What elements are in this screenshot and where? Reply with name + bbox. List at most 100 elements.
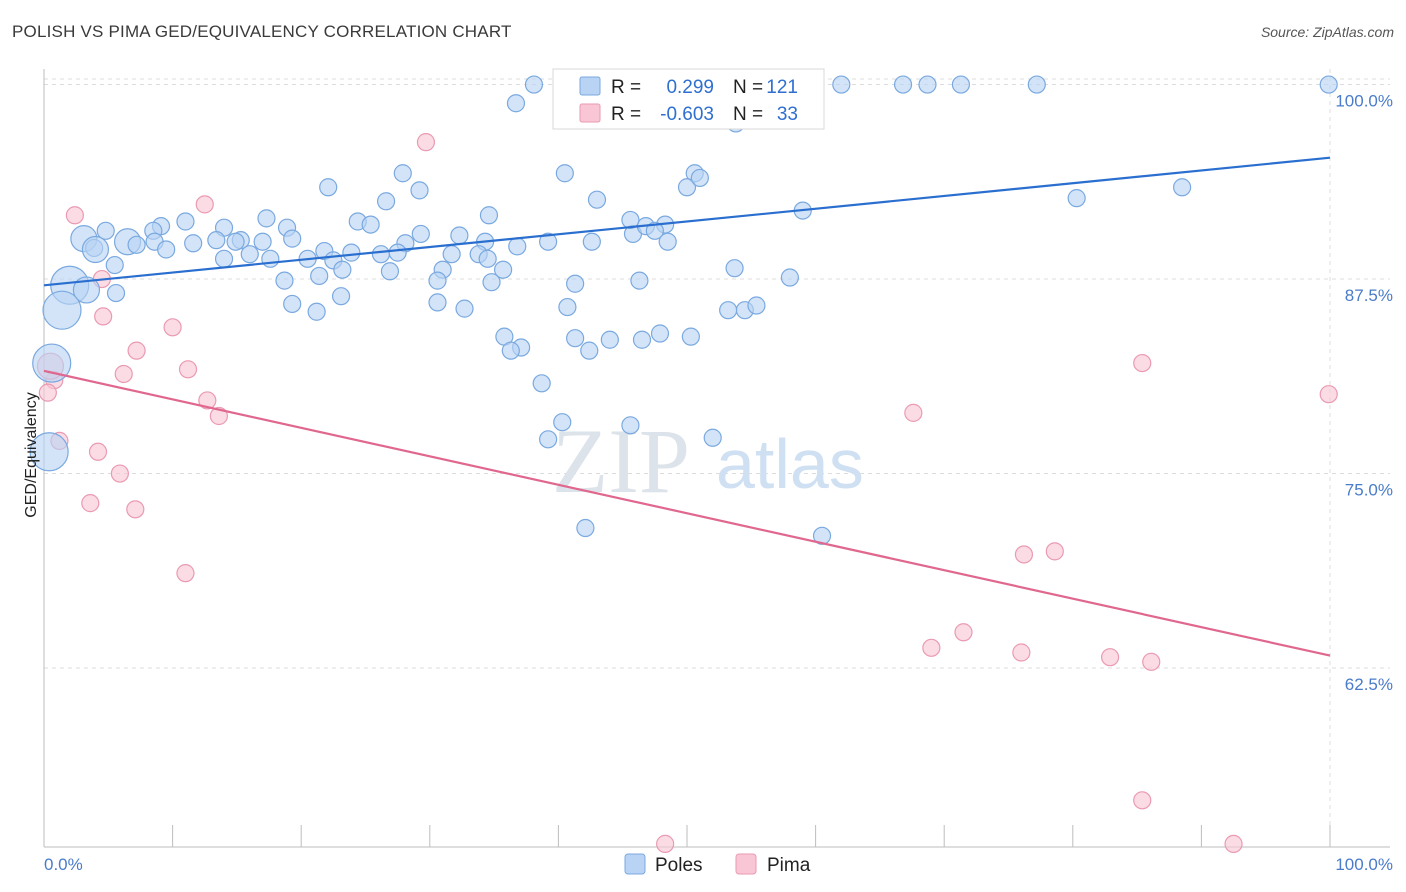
poles-point	[677, 178, 697, 197]
tick-labels: 100.0% 87.5% 75.0% 62.5% 0.0% 100.0%	[44, 92, 1393, 874]
poles-point	[307, 302, 326, 321]
poles-point	[42, 290, 82, 330]
stats-legend: R = 0.299 N = 121 R = -0.603 N = 33	[552, 68, 825, 130]
pima-point	[922, 638, 941, 657]
poles-point	[450, 226, 469, 245]
pima-point	[1142, 652, 1161, 671]
poles-point	[157, 240, 176, 259]
poles-point	[780, 268, 799, 287]
poles-point	[1319, 75, 1338, 94]
pima-point	[38, 383, 57, 402]
poles-trend-line	[43, 156, 1331, 287]
pima-point	[195, 195, 214, 214]
poles-point	[226, 232, 245, 251]
pima-point	[126, 500, 145, 519]
poles-point	[479, 206, 499, 225]
poles-point	[478, 249, 497, 268]
poles-point	[747, 296, 766, 315]
poles-point	[32, 343, 72, 383]
poles-r-label: R =	[611, 77, 641, 98]
poles-point	[81, 235, 110, 264]
poles-legend-swatch	[579, 76, 601, 96]
poles-point	[331, 287, 351, 306]
pima-r-label: R =	[611, 104, 641, 125]
poles-point	[524, 75, 544, 94]
poles-point	[283, 229, 302, 248]
poles-n-value: 121	[766, 77, 798, 98]
poles-point	[681, 327, 700, 346]
poles-point	[632, 330, 652, 349]
x-tick-label: 0.0%	[44, 855, 83, 874]
poles-point	[506, 94, 526, 113]
poles-point	[951, 75, 971, 94]
poles-point	[501, 341, 520, 360]
pima-point	[198, 391, 217, 410]
poles-point	[1027, 75, 1046, 94]
poles-point	[380, 262, 400, 281]
series-legend: Poles Pima	[624, 853, 811, 876]
pima-point	[1045, 542, 1064, 561]
pima-point	[1014, 545, 1034, 564]
poles-point	[207, 231, 226, 250]
poles-point	[410, 181, 429, 200]
pima-legend-swatch	[579, 103, 601, 123]
poles-point	[558, 297, 577, 317]
poles-point	[703, 428, 722, 447]
poles-point	[261, 249, 280, 268]
poles-point	[411, 224, 430, 244]
pima-point	[904, 403, 923, 422]
poles-point	[918, 75, 937, 94]
poles-n-label: N =	[733, 77, 763, 98]
pima-point	[1224, 834, 1243, 853]
poles-point	[532, 374, 551, 393]
poles-point	[580, 341, 599, 360]
poles-point	[600, 330, 619, 349]
pima-trend-line	[43, 369, 1331, 657]
poles-point	[253, 232, 272, 251]
poles-point	[29, 432, 69, 472]
poles-point	[376, 192, 396, 211]
pima-point	[176, 564, 195, 583]
y-tick-label: 75.0%	[1345, 481, 1393, 500]
pima-point	[88, 442, 108, 461]
watermark-atlas: atlas	[716, 425, 864, 503]
y-tick-label: 87.5%	[1345, 286, 1393, 305]
poles-point	[539, 232, 558, 251]
poles-point	[553, 413, 572, 432]
poles-point	[257, 209, 276, 228]
poles-point	[645, 221, 664, 240]
poles-point	[310, 266, 329, 286]
poles-point	[319, 178, 338, 197]
poles-point	[893, 75, 913, 94]
poles-point	[176, 212, 195, 231]
pima-point	[1100, 648, 1120, 667]
pima-point	[65, 206, 84, 225]
poles-point	[621, 416, 640, 435]
poles-point	[587, 190, 607, 209]
pima-point	[416, 133, 436, 152]
poles-point	[388, 243, 407, 262]
y-tick-label: 100.0%	[1335, 92, 1393, 111]
poles-point	[650, 324, 670, 343]
pima-point	[94, 307, 113, 326]
legend-pima-swatch	[735, 853, 757, 875]
poles-point	[342, 243, 361, 262]
poles-point	[393, 164, 412, 183]
poles-point	[361, 215, 380, 234]
poles-point	[127, 235, 146, 254]
poles-r-value: 0.299	[666, 77, 714, 98]
poles-point	[240, 245, 259, 264]
poles-point	[630, 271, 649, 290]
trend-lines	[43, 156, 1331, 657]
watermark: ZIP atlas	[552, 410, 864, 512]
source-label: Source: ZipAtlas.com	[1260, 24, 1394, 40]
poles-point	[539, 430, 558, 449]
poles-point	[442, 245, 461, 264]
poles-point	[106, 283, 126, 303]
poles-point	[566, 329, 585, 348]
legend-poles-label: Poles	[655, 855, 703, 876]
pima-point	[209, 406, 228, 426]
poles-point	[455, 299, 474, 318]
poles-point	[214, 249, 234, 268]
